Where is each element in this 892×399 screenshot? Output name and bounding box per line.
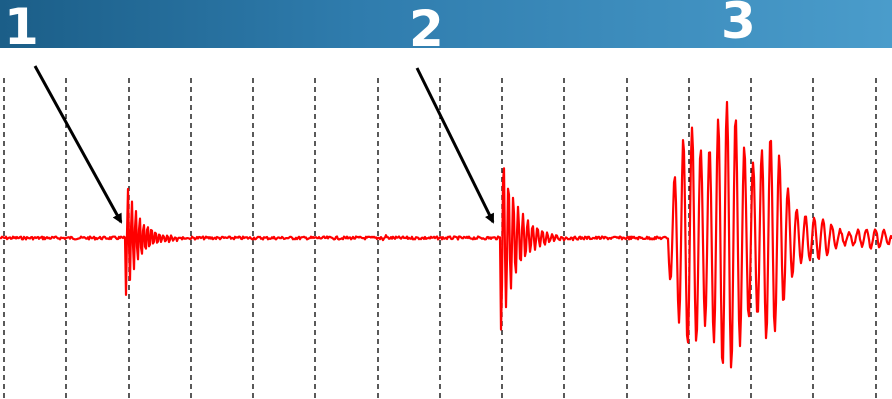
arrow-event-1 xyxy=(33,65,123,224)
arrow-event-2 xyxy=(415,67,495,224)
marker-label-3: 3 xyxy=(721,0,756,50)
marker-label-2: 2 xyxy=(409,0,444,58)
seismic-trace xyxy=(0,100,892,369)
marker-label-1: 1 xyxy=(4,0,39,56)
header-bar xyxy=(0,0,892,48)
